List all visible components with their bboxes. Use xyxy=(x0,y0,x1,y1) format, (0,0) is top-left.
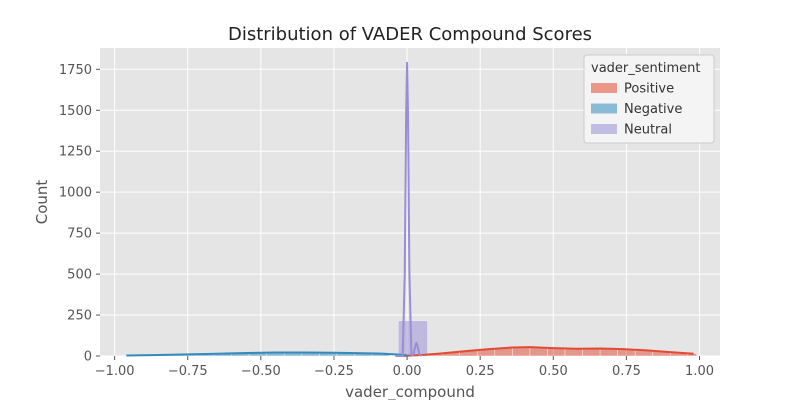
positive-legend-label: Positive xyxy=(624,82,674,97)
negative-legend-label: Negative xyxy=(624,102,682,117)
legend-box xyxy=(583,54,715,144)
positive-kde-line xyxy=(401,346,694,357)
kde-curves xyxy=(126,61,694,357)
legend-entries: Positive Negative Neutral xyxy=(591,82,682,138)
positive-bar xyxy=(564,348,583,357)
x-tick-label: −0.50 xyxy=(241,364,281,379)
positive-legend-swatch xyxy=(591,83,617,93)
chart-title: Distribution of VADER Compound Scores xyxy=(228,24,592,45)
positive-bar xyxy=(582,348,601,357)
legend-title: vader_sentiment xyxy=(591,61,700,76)
x-tick-label: −0.75 xyxy=(168,364,208,379)
x-tick-label: −1.00 xyxy=(95,364,135,379)
y-tick-label: 1000 xyxy=(59,186,92,201)
legend: vader_sentiment Positive Negative Neutral xyxy=(583,54,715,144)
axis-ticks: −1.00 −0.75 −0.50 −0.25 0.00 0.25 0.50 0.75 1.00… xyxy=(59,63,714,379)
y-tick-label: 750 xyxy=(67,227,92,242)
y-axis-label: Count xyxy=(33,180,51,225)
y-tick-label: 1750 xyxy=(59,63,92,78)
positive-bar xyxy=(547,348,566,357)
x-axis-label: vader_compound xyxy=(345,383,475,400)
x-tick-label: 0.25 xyxy=(466,364,495,379)
neutral-legend-label: Neutral xyxy=(624,123,672,138)
y-tick-label: 250 xyxy=(67,309,92,324)
neutral-legend-swatch xyxy=(591,124,617,134)
x-tick-label: 0.00 xyxy=(393,364,422,379)
negative-legend-swatch xyxy=(591,103,617,114)
y-tick-label: 1250 xyxy=(59,145,92,160)
x-tick-label: −0.25 xyxy=(314,364,354,379)
y-tick-label: 500 xyxy=(67,268,92,283)
neutral-kde-line xyxy=(395,61,423,357)
y-tick-label: 0 xyxy=(84,350,92,365)
x-tick-label: 1.00 xyxy=(685,364,714,379)
x-tick-label: 0.50 xyxy=(539,364,568,379)
x-tick-label: 0.75 xyxy=(612,364,641,379)
negative-kde-line xyxy=(126,351,408,357)
y-tick-label: 1500 xyxy=(59,104,92,119)
